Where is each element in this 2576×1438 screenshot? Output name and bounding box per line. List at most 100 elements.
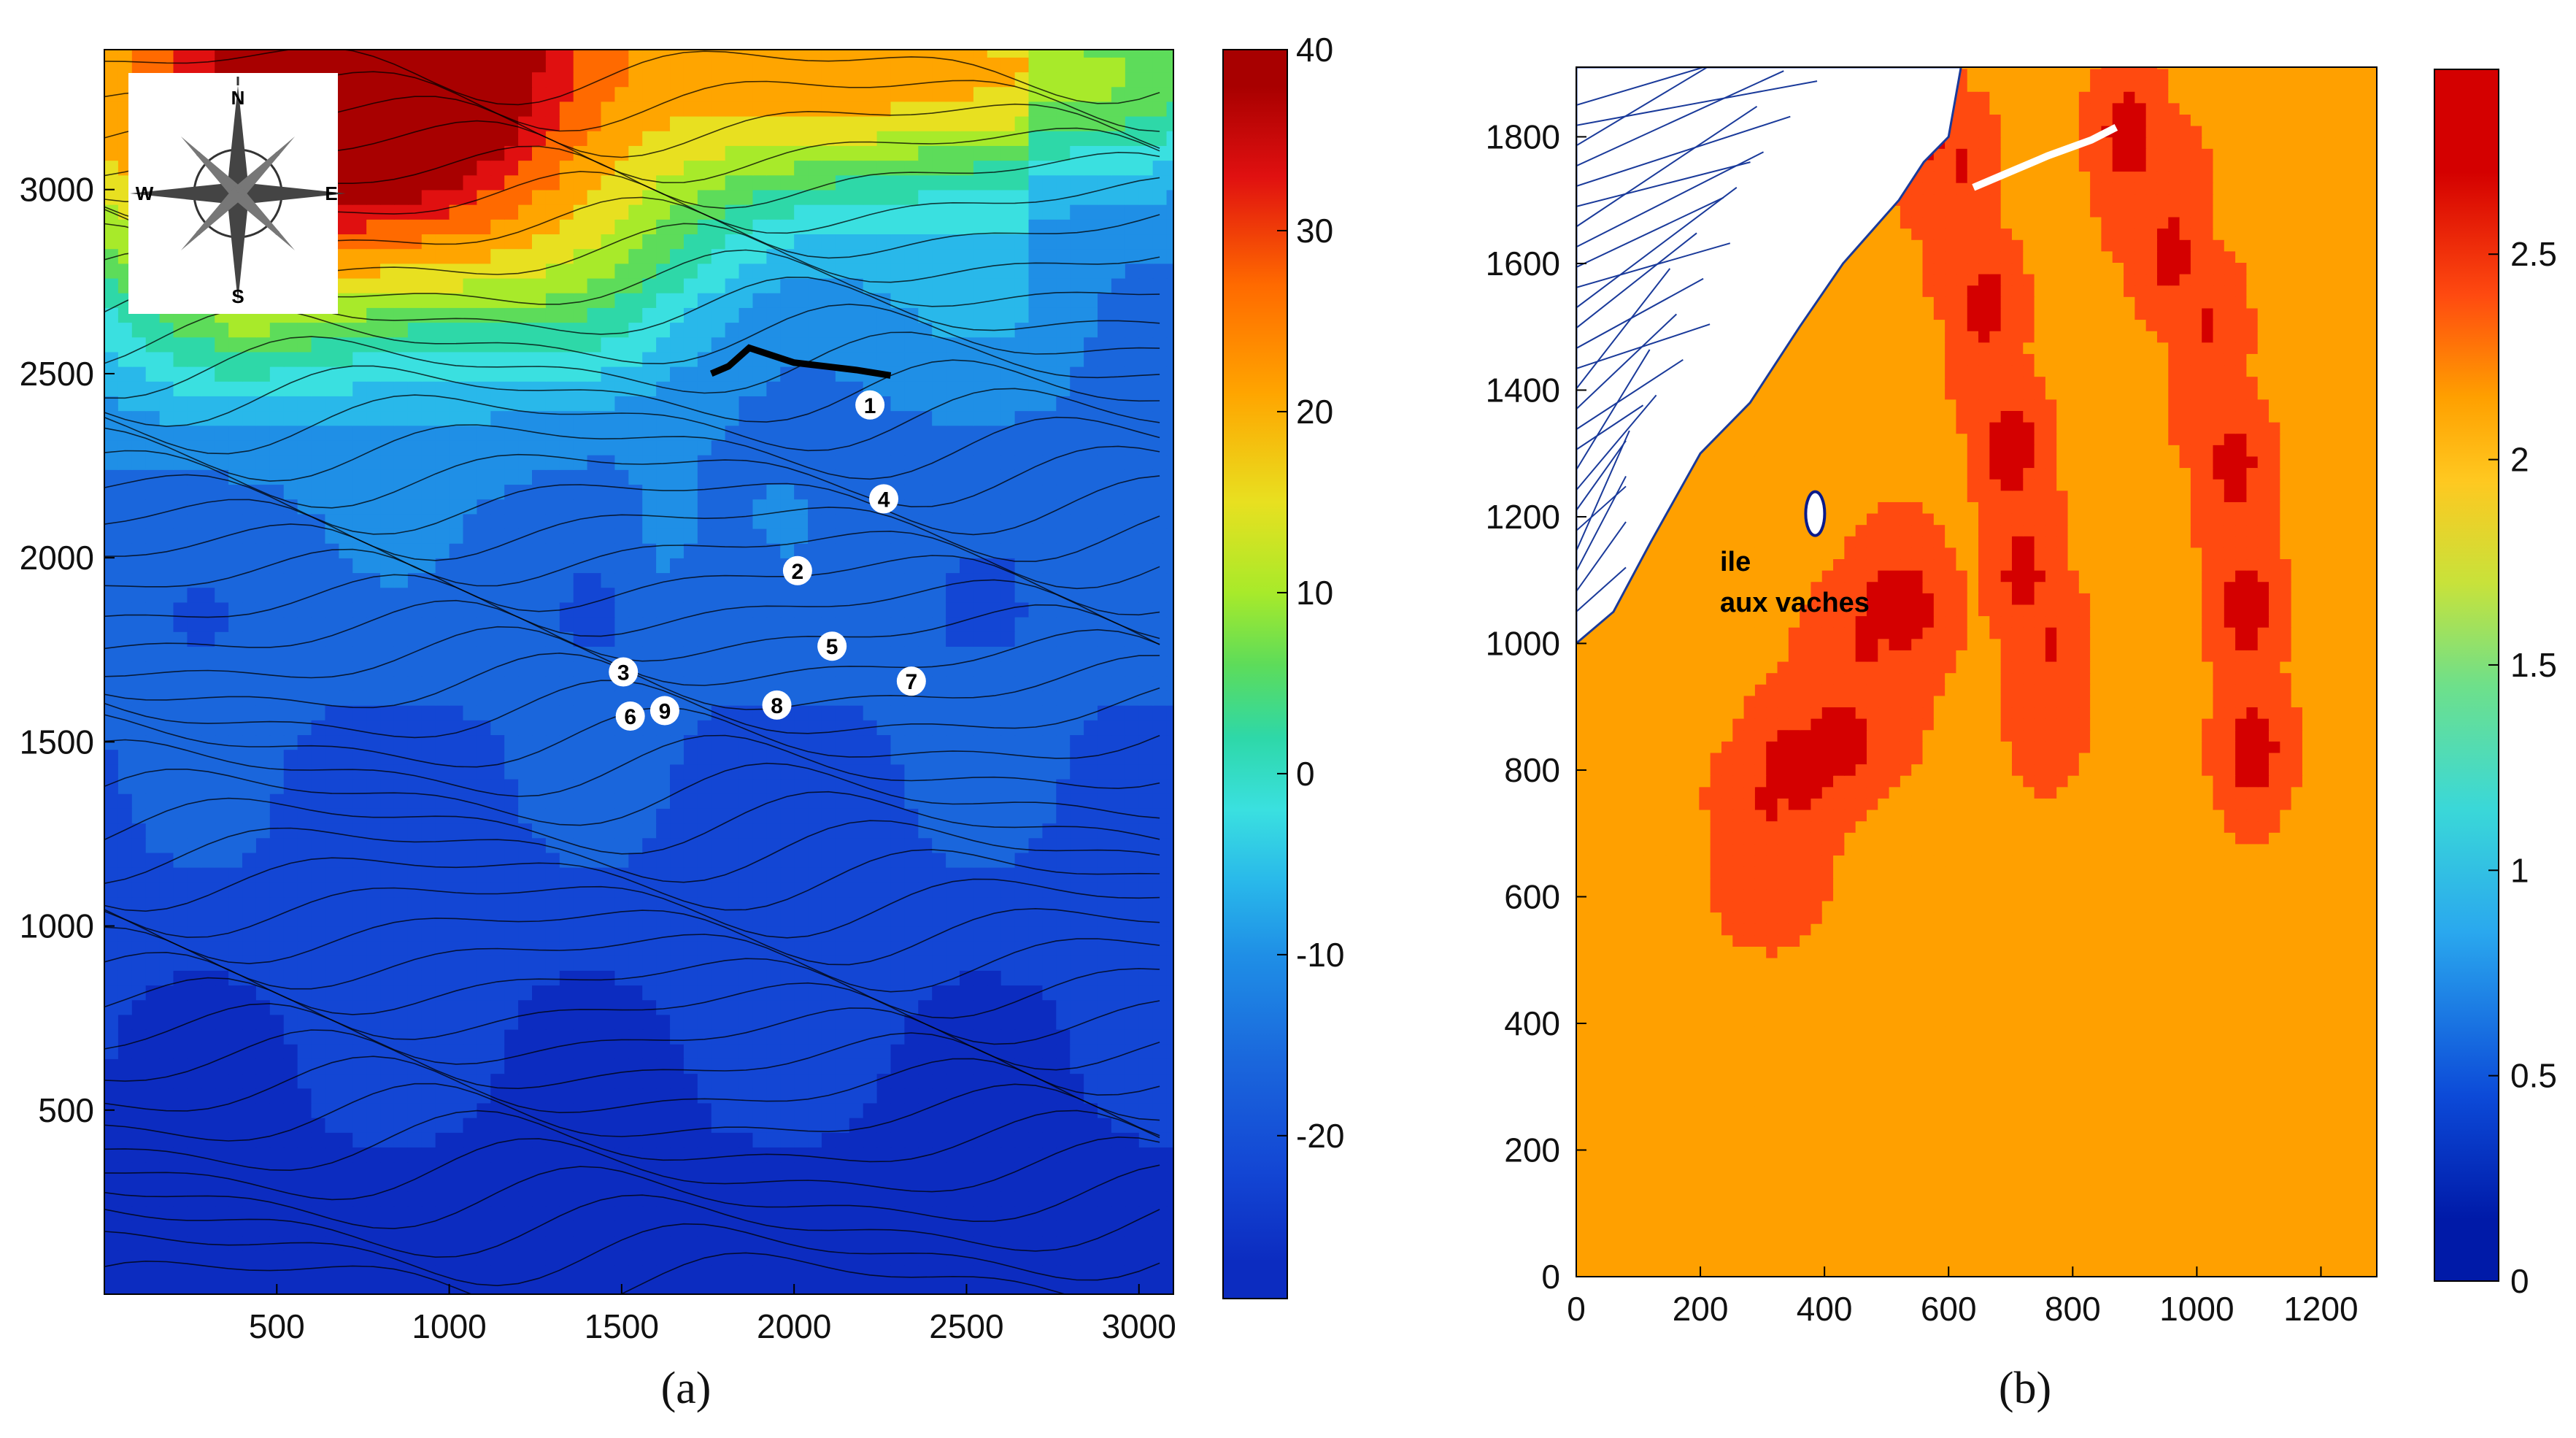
heatmap-cell <box>104 1176 119 1192</box>
heatmap-cell <box>876 528 892 544</box>
heatmap-cell <box>711 793 726 809</box>
heatmap-cell <box>835 1088 850 1104</box>
heatmap-cell <box>504 749 519 765</box>
heatmap-cell <box>711 837 726 853</box>
heatmap-cell <box>932 675 946 691</box>
heatmap-cell <box>463 1264 478 1280</box>
heatmap-cell <box>532 439 547 455</box>
heatmap-cell <box>187 499 202 515</box>
heatmap-cell <box>504 616 519 632</box>
heatmap-cell <box>821 911 836 927</box>
heatmap-cell <box>835 852 850 868</box>
heatmap-cell <box>187 587 202 603</box>
heatmap-cell <box>159 410 174 426</box>
heatmap-cell <box>339 1073 354 1089</box>
heatmap-cell <box>145 882 161 898</box>
heatmap-cell <box>1056 999 1071 1015</box>
heatmap-cell <box>283 778 298 794</box>
heatmap-cell <box>890 852 906 868</box>
heatmap-cell <box>946 985 960 1001</box>
heatmap-cell <box>490 513 505 529</box>
heatmap-cell <box>545 351 560 367</box>
heatmap-cell <box>159 528 174 544</box>
heatmap-cell <box>393 764 409 780</box>
heatmap-cell <box>739 1264 754 1280</box>
heatmap-cell <box>490 558 505 574</box>
heatmap-cell <box>187 1147 202 1163</box>
heatmap-cell <box>463 1132 478 1148</box>
heatmap-cell <box>808 1014 822 1030</box>
heatmap-cell <box>559 616 574 632</box>
heatmap-cell <box>325 955 340 971</box>
heatmap-cell <box>1014 999 1030 1015</box>
heatmap-cell <box>1098 1073 1112 1089</box>
heatmap-cell <box>670 1205 685 1221</box>
heatmap-cell <box>960 808 974 824</box>
heatmap-cell <box>228 896 243 912</box>
heatmap-cell <box>973 1043 988 1059</box>
heatmap-cell <box>1098 366 1112 382</box>
heatmap-cell <box>1125 940 1140 956</box>
heatmap-cell <box>683 704 698 720</box>
heatmap-cell <box>393 985 409 1001</box>
heatmap-cell <box>904 896 919 912</box>
heatmap-cell <box>670 1250 685 1266</box>
heatmap-cell <box>421 1043 436 1059</box>
heatmap-cell <box>1014 882 1030 898</box>
heatmap-cell <box>1028 911 1044 927</box>
heatmap-cell <box>849 587 864 603</box>
heatmap-cell <box>601 1176 616 1192</box>
heatmap-cell <box>173 469 188 485</box>
heatmap-cell <box>187 646 202 662</box>
heatmap-cell <box>477 1235 492 1251</box>
heatmap-cell <box>228 1205 243 1221</box>
heatmap-cell <box>849 970 864 986</box>
heatmap-cell <box>352 1043 367 1059</box>
heatmap-cell <box>490 999 505 1015</box>
heatmap-cell <box>960 985 974 1001</box>
heatmap-cell <box>545 601 560 618</box>
heatmap-cell <box>849 454 864 470</box>
heatmap-cell <box>173 558 188 574</box>
heatmap-cell <box>766 469 782 485</box>
heatmap-cell <box>573 823 588 839</box>
heatmap-cell <box>463 882 478 898</box>
heatmap-cell <box>504 808 519 824</box>
heatmap-cell <box>587 1117 602 1133</box>
heatmap-cell <box>601 1088 616 1104</box>
heatmap-cell <box>463 837 478 853</box>
heatmap-cell <box>325 454 340 470</box>
heatmap-cell <box>725 601 740 618</box>
heatmap-cell <box>559 1014 574 1030</box>
heatmap-cell <box>131 675 147 691</box>
heatmap-cell <box>1084 351 1098 367</box>
heatmap-cell <box>849 940 864 956</box>
heatmap-cell <box>932 749 946 765</box>
heatmap-cell <box>711 572 726 588</box>
heatmap-cell <box>228 1132 243 1148</box>
heatmap-cell <box>1098 793 1112 809</box>
heatmap-cell <box>393 661 409 677</box>
heatmap-cell <box>215 646 229 662</box>
heatmap-cell <box>946 837 960 853</box>
heatmap-cell <box>904 380 919 396</box>
heatmap-cell <box>187 793 202 809</box>
heatmap-cell <box>1084 1043 1098 1059</box>
heatmap-cell <box>1125 808 1140 824</box>
heatmap-cell <box>518 499 533 515</box>
heatmap-cell <box>987 911 1002 927</box>
heatmap-cell <box>766 380 782 396</box>
heatmap-cell <box>366 1205 381 1221</box>
heatmap-cell <box>946 955 960 971</box>
heatmap-cell <box>104 1220 119 1237</box>
heatmap-cell <box>228 661 243 677</box>
heatmap-cell <box>325 1088 340 1104</box>
heatmap-cell <box>352 1161 367 1177</box>
heatmap-cell <box>283 999 298 1015</box>
heatmap-cell <box>780 1161 795 1177</box>
heatmap-cell <box>490 631 505 647</box>
heatmap-cell <box>283 1279 298 1294</box>
heatmap-cell <box>1042 999 1057 1015</box>
heatmap-cell <box>297 425 312 441</box>
heatmap-cell <box>228 1235 243 1251</box>
